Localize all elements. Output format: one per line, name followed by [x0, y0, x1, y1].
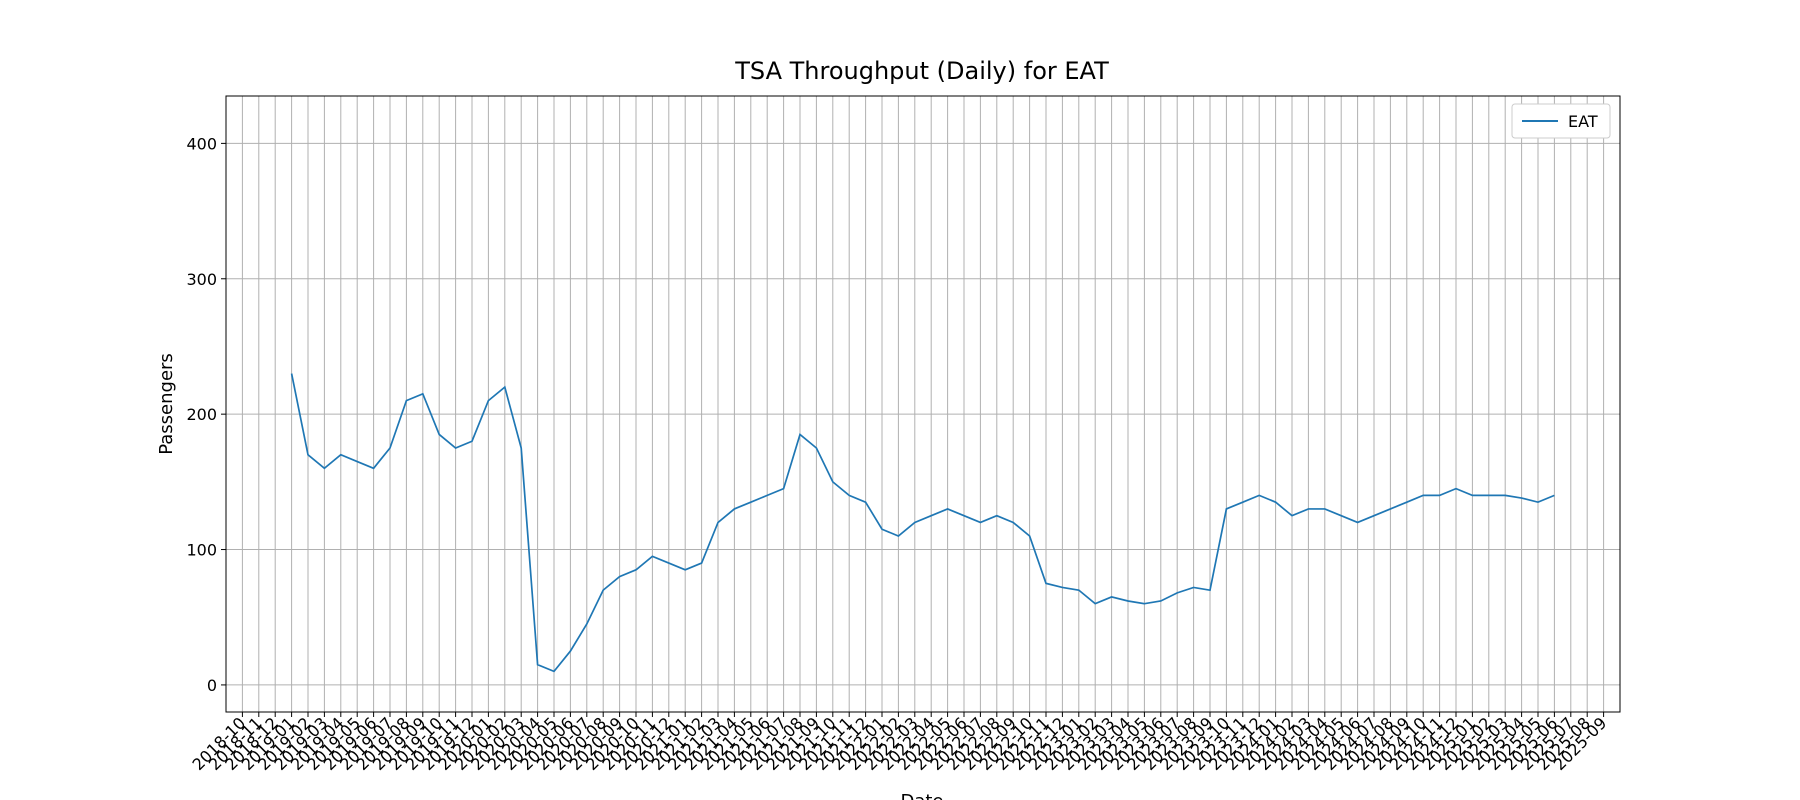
plot-frame: [225, 95, 1621, 713]
y-tick-label: 100: [186, 541, 217, 560]
y-axis-label: Passengers: [156, 353, 177, 455]
y-tick-label: 300: [186, 270, 217, 289]
y-tick-label: 200: [186, 405, 217, 424]
y-tick-label: 400: [186, 134, 217, 153]
legend-box: [1511, 103, 1611, 139]
chart-title: TSA Throughput (Daily) for EAT: [734, 57, 1109, 85]
legend-label: EAT: [1568, 112, 1598, 131]
series-line: [290, 373, 1555, 673]
y-tick-label: 0: [207, 676, 217, 695]
x-axis-label: Date: [900, 791, 943, 800]
